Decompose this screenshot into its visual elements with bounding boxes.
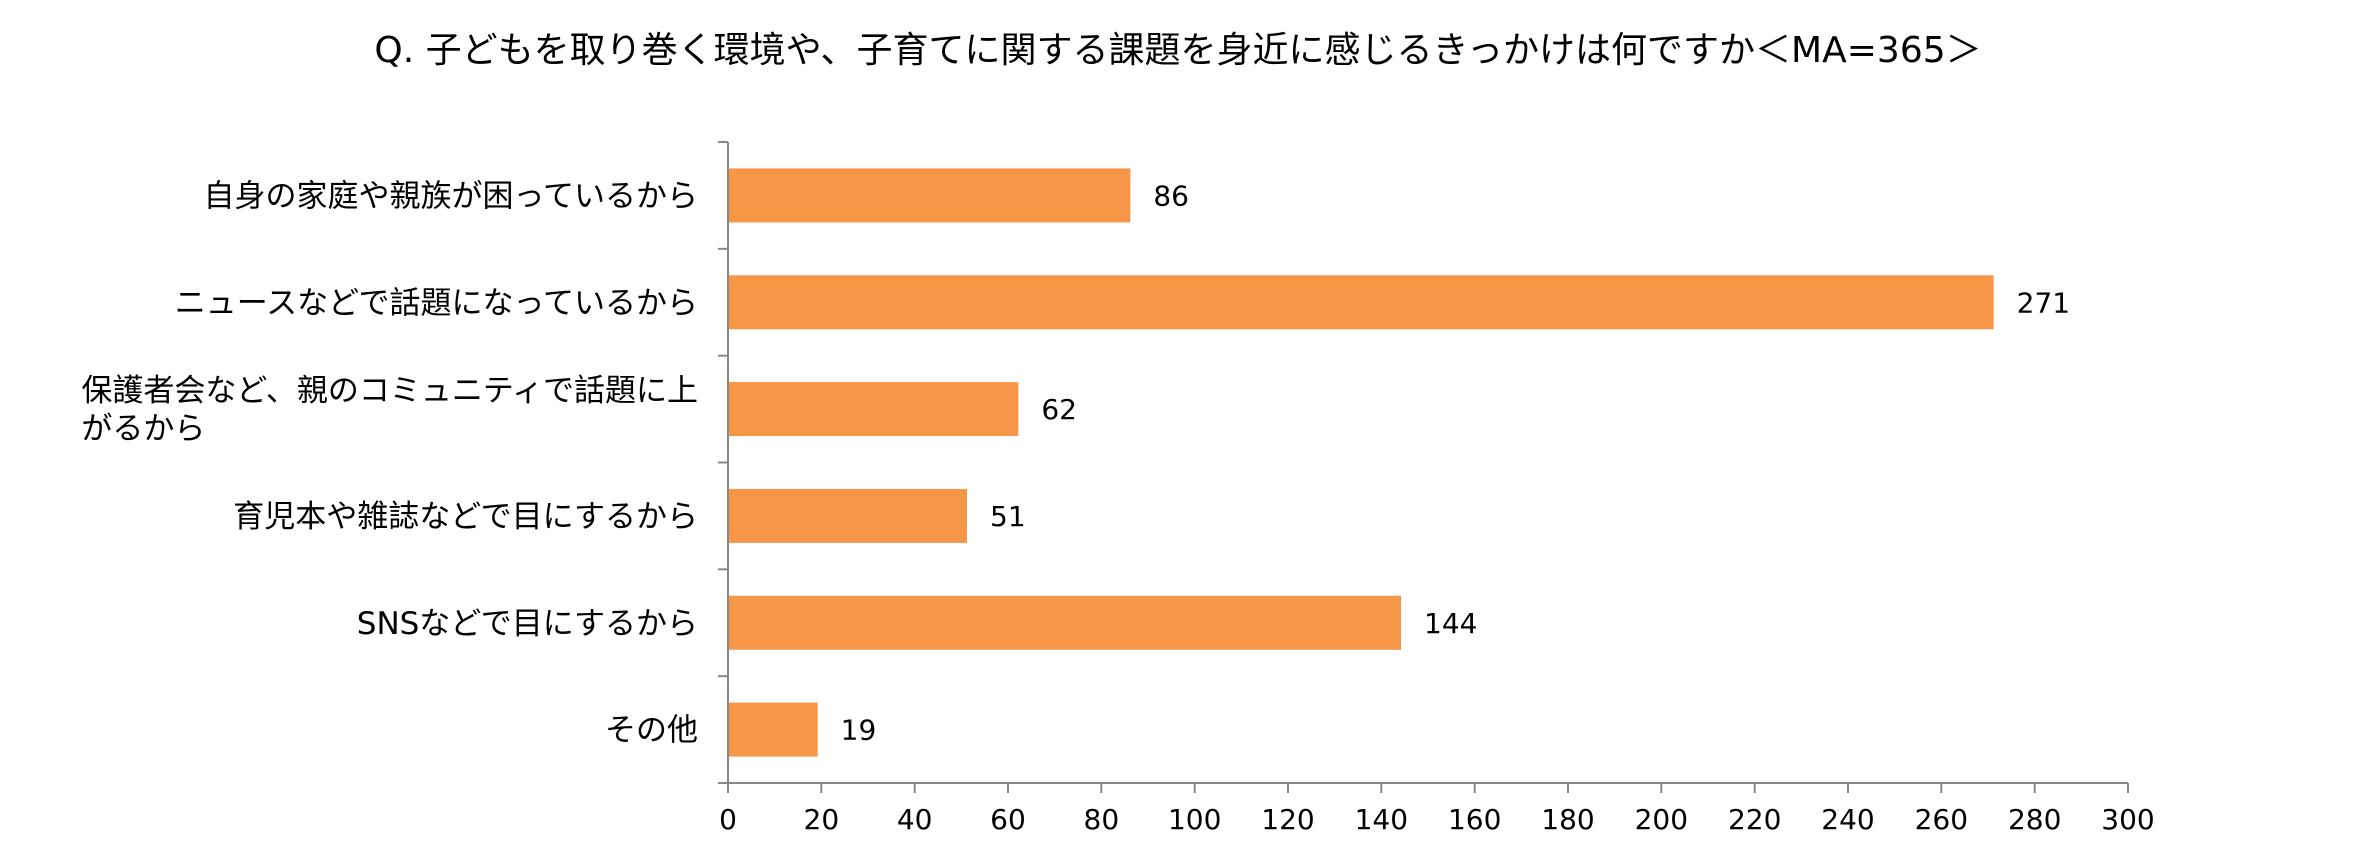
x-tick-label: 180 [1541, 803, 1594, 836]
x-tick-label: 80 [1084, 803, 1120, 836]
category-label: 育児本や雑誌などで目にするから [233, 499, 698, 535]
bar-value-label: 86 [1153, 179, 1189, 212]
bar [729, 275, 1994, 330]
x-tick-label: 120 [1261, 803, 1314, 836]
bar [729, 488, 967, 543]
plot-area: 0 20 40 60 80 100 120 140 160 180 200 220 240 260 280 3… [81, 141, 2155, 836]
bar [729, 382, 1019, 437]
chart-title: Q. 子どもを取り巻く環境や、子育てに関する課題を身近に感じるきっかけは何ですか… [374, 30, 1981, 71]
bar-value-label: 51 [990, 500, 1026, 533]
x-tick-label: 240 [1821, 803, 1874, 836]
x-tick-label: 220 [1728, 803, 1781, 836]
category-label: 保護者会など、親のコミュニティで話題に上 [81, 373, 698, 409]
bar-value-label: 271 [2017, 286, 2070, 319]
bar [729, 595, 1401, 650]
category-label: 自身の家庭や親族が困っているから [204, 178, 698, 214]
bar [729, 168, 1131, 223]
category-label: その他 [605, 713, 698, 749]
bar [729, 702, 818, 757]
x-tick-label: 140 [1355, 803, 1408, 836]
x-tick-label: 200 [1635, 803, 1688, 836]
category-label: ニュースなどで話題になっているから [175, 285, 698, 321]
bar-value-label: 62 [1041, 393, 1077, 426]
x-tick-label: 280 [2008, 803, 2061, 836]
category-label-continued: がるから [81, 411, 205, 447]
x-tick-label: 300 [2101, 803, 2154, 836]
x-tick-label: 60 [990, 803, 1026, 836]
x-tick-label: 40 [897, 803, 933, 836]
x-tick-label: 0 [719, 803, 737, 836]
x-tick-label: 160 [1448, 803, 1501, 836]
x-tick-label: 20 [804, 803, 840, 836]
x-tick-label: 260 [1915, 803, 1968, 836]
bar-value-label: 19 [841, 714, 877, 747]
x-tick-label: 100 [1168, 803, 1221, 836]
bar-value-label: 144 [1424, 607, 1477, 640]
category-label: SNSなどで目にするから [357, 606, 698, 642]
